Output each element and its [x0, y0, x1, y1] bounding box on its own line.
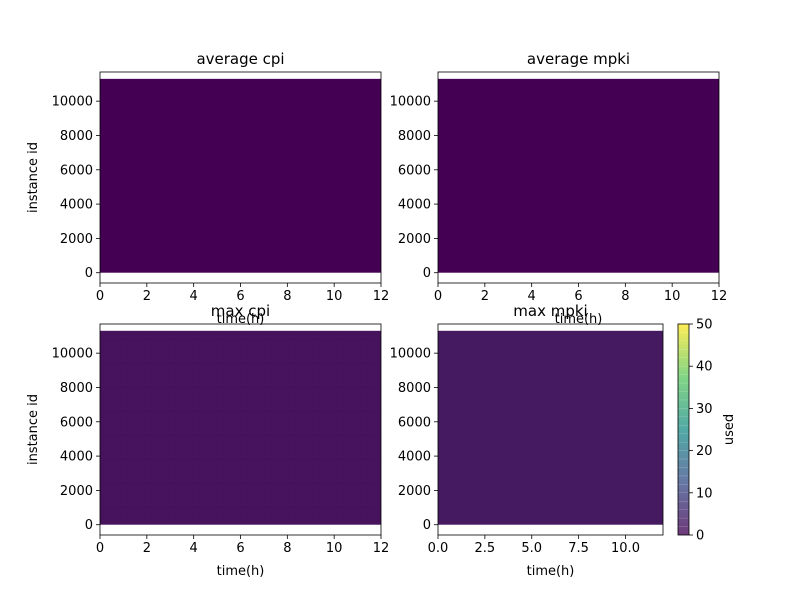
y-tick-label: 2000: [60, 484, 93, 499]
colorbar-tick-label: 10: [696, 486, 713, 501]
y-tick-label: 4000: [60, 450, 93, 465]
subplot-title: average cpi: [196, 50, 284, 68]
y-tick-label: 2000: [60, 232, 93, 247]
x-tick-label: 4: [528, 289, 536, 304]
colorbar: 0 10 20 30 40 50 used: [677, 318, 737, 544]
x-tick-label: 10.0: [611, 541, 640, 556]
subplot-title: average mpki: [527, 50, 630, 68]
x-tick-label: 4: [190, 289, 198, 304]
x-tick-label: 6: [236, 289, 244, 304]
x-tick-label: 0: [434, 289, 442, 304]
colorbar-tick-label: 0: [696, 529, 704, 544]
axes-frame: [437, 323, 664, 536]
x-tick-label: 6: [574, 289, 582, 304]
y-tick-label: 10000: [52, 347, 93, 362]
x-axis-label: time(h): [555, 312, 603, 327]
x-tick-label: 0: [96, 541, 104, 556]
colorbar-label: used: [722, 414, 737, 445]
y-tick-label: 6000: [60, 415, 93, 430]
colorbar-tick-label: 50: [696, 318, 713, 333]
x-tick-label: 10: [326, 541, 343, 556]
y-tick-label: 10000: [390, 347, 431, 362]
x-tick-label: 8: [621, 289, 629, 304]
x-tick-label: 7.5: [568, 541, 589, 556]
y-tick-label: 2000: [398, 232, 431, 247]
x-tick-label: 6: [236, 541, 244, 556]
x-tick-label: 0.0: [428, 541, 449, 556]
x-axis-label: time(h): [217, 312, 265, 327]
y-tick-label: 6000: [398, 415, 431, 430]
heatmap-cell-texture: [99, 330, 381, 525]
y-tick-label: 8000: [60, 129, 93, 144]
subplot-1: 0 2 4 6 8 10 12 0 2000 4000 6000 8000 10000 average c…: [26, 50, 389, 327]
colorbar-frame: [677, 323, 690, 536]
x-tick-label: 2: [481, 289, 489, 304]
y-tick-label: 4000: [398, 198, 431, 213]
heatmap-mesh: [438, 78, 719, 273]
colorbar-tick-label: 40: [696, 360, 713, 375]
x-axis-label: time(h): [217, 564, 265, 579]
subplot-title: max mpki: [513, 302, 587, 320]
x-tick-label: 2: [143, 289, 151, 304]
x-tick-label: 8: [283, 541, 291, 556]
y-tick-label: 2000: [398, 484, 431, 499]
x-tick-label: 12: [711, 289, 728, 304]
x-tick-label: 2: [143, 541, 151, 556]
heatmap-mesh: [100, 78, 381, 273]
x-tick-label: 12: [373, 541, 390, 556]
heatmap-mesh: [100, 330, 381, 525]
subplot-4: 0.0 2.5 5.0 7.5 10.0 0 2000 4000 6000 8000 10000 ma…: [390, 302, 664, 579]
x-tick-label: 2.5: [475, 541, 496, 556]
y-axis-label: instance id: [26, 142, 41, 213]
y-tick-label: 0: [423, 266, 431, 281]
colorbar-tick-label: 30: [696, 402, 713, 417]
y-tick-label: 6000: [60, 163, 93, 178]
x-tick-label: 0: [96, 289, 104, 304]
x-tick-label: 12: [373, 289, 390, 304]
colorbar-tick-label: 20: [696, 444, 713, 459]
subplot-2: 0 2 4 6 8 10 12 0 2000 4000 6000 8000 10000 average m…: [390, 50, 728, 327]
heatmap-mesh: [438, 330, 663, 525]
subplot-title: max cpi: [211, 302, 270, 320]
x-tick-label: 8: [283, 289, 291, 304]
y-tick-label: 8000: [398, 381, 431, 396]
y-tick-label: 0: [85, 518, 93, 533]
colorbar-gradient: [678, 324, 689, 535]
y-tick-label: 6000: [398, 163, 431, 178]
y-tick-label: 0: [85, 266, 93, 281]
heatmap-cell-texture: [437, 330, 663, 525]
x-axis-label: time(h): [527, 564, 575, 579]
x-tick-label: 4: [190, 541, 198, 556]
y-axis-label: instance id: [26, 394, 41, 465]
y-tick-label: 10000: [52, 95, 93, 110]
x-tick-label: 10: [326, 289, 343, 304]
y-tick-label: 10000: [390, 95, 431, 110]
x-tick-label: 10: [664, 289, 681, 304]
y-tick-label: 8000: [398, 129, 431, 144]
y-tick-label: 0: [423, 518, 431, 533]
x-tick-label: 5.0: [521, 541, 542, 556]
y-tick-label: 4000: [60, 198, 93, 213]
y-tick-label: 4000: [398, 450, 431, 465]
y-tick-label: 8000: [60, 381, 93, 396]
